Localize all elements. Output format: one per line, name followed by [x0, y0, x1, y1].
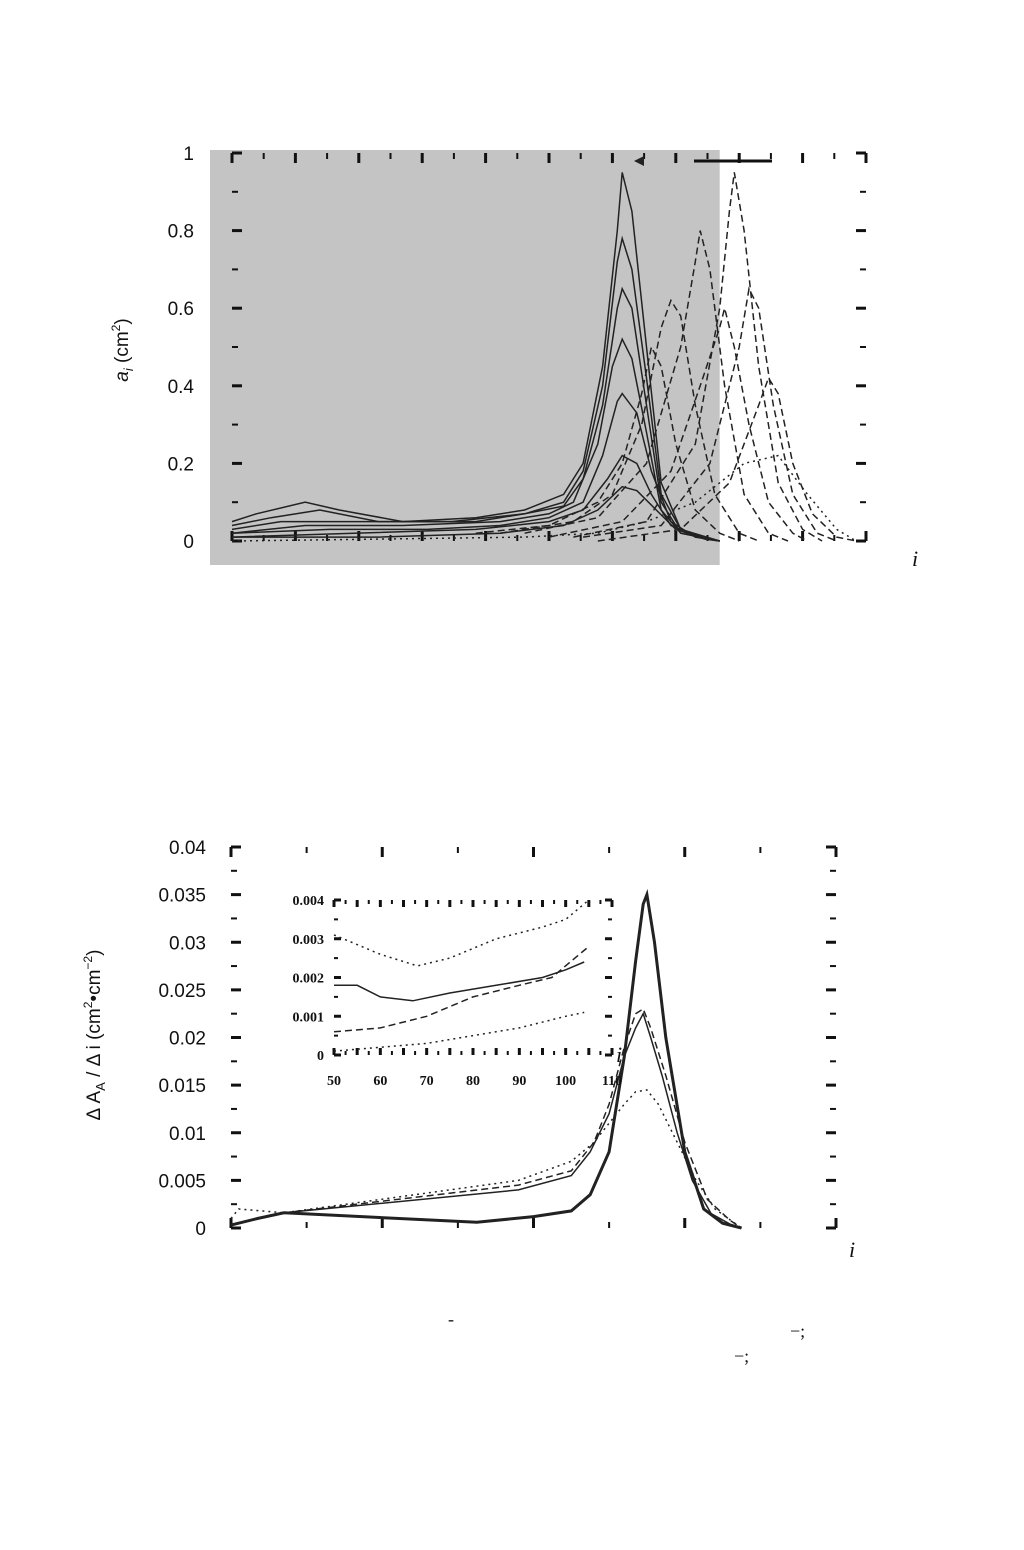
series-line-8	[475, 344, 740, 542]
y-tick-label: 0.03	[169, 933, 206, 954]
inset-x-tick-label: 60	[373, 1074, 387, 1089]
series-line-1	[333, 899, 590, 967]
derivative-chart: 0 0.005 0.01 0.015 0.02 0.025 0.03 0.035 0.04 Δ …	[81, 838, 855, 1262]
y-tick-label: 0.025	[158, 981, 206, 1002]
y-axis-title: ai (cm2)	[109, 318, 136, 381]
inset-x-axis-title: i	[616, 1042, 622, 1067]
series-line-14	[597, 376, 857, 542]
series-line-4	[230, 1089, 742, 1229]
series-line-12	[573, 172, 823, 542]
y-tick-label: 0	[317, 1049, 324, 1064]
stray-mark-1: -	[448, 1309, 454, 1329]
series-line-4	[231, 337, 720, 542]
inset-x-axis: 50 60 70 80 90 100 110	[327, 1074, 622, 1089]
y-tick-label: 0.015	[158, 1076, 206, 1097]
inset-x-tick-label: 100	[555, 1074, 576, 1089]
stray-mark-2: −;	[790, 1321, 805, 1341]
series-line-7	[232, 485, 720, 542]
y-tick-label: 0.004	[293, 894, 325, 909]
y-tick-label: 0.005	[158, 1171, 206, 1192]
y-tick-label: 0.04	[169, 838, 206, 859]
series-line-2	[231, 235, 720, 542]
series-group	[231, 172, 857, 542]
series-line-2	[230, 1011, 742, 1229]
series-line-6	[231, 454, 720, 542]
area-profile-chart: 0 0.2 0.4 0.6 0.8 1 ai (cm2) i	[109, 144, 918, 571]
inset-x-tick-label: 110	[602, 1074, 622, 1089]
y-tick-label: 0.001	[293, 1010, 325, 1025]
y-axis-title: Δ AA / Δ i (cm2•cm−2)	[81, 950, 108, 1121]
y-axis: 0 0.005 0.01 0.015 0.02 0.025 0.03 0.035 0.04	[158, 838, 206, 1240]
inset-y-axis: 0 0.001 0.002 0.003 0.004	[293, 894, 325, 1064]
series-line-15	[231, 454, 857, 542]
series-line-9	[500, 298, 759, 542]
y-tick-label: 0.003	[293, 933, 325, 948]
x-axis-title: i	[912, 546, 918, 571]
series-line-3	[333, 945, 590, 1033]
y-tick-label: 0.02	[169, 1029, 206, 1050]
y-tick-label: 0.002	[293, 972, 325, 987]
inset-chart: 0 0.001 0.002 0.003 0.004 50 60 70 80 90 100 110 i	[293, 894, 623, 1089]
inset-x-tick-label: 70	[420, 1074, 434, 1089]
y-tick-label: 0.6	[168, 299, 194, 320]
y-tick-label: 1	[183, 144, 194, 165]
y-tick-label: 0.4	[168, 377, 195, 398]
series-line-4	[333, 1011, 585, 1052]
series-line-1	[230, 888, 742, 1230]
series-line-1	[231, 172, 720, 542]
arrow-marker	[634, 156, 644, 166]
y-tick-label: 0.035	[158, 886, 206, 907]
y-axis: 0 0.2 0.4 0.6 0.8 1	[168, 144, 195, 553]
series-group	[230, 888, 742, 1230]
series-line-11	[548, 308, 808, 542]
series-line-13	[582, 286, 837, 542]
series-line-3	[230, 1007, 742, 1229]
inset-background	[334, 900, 614, 1060]
series-line-3	[231, 286, 720, 542]
inset-series-group	[333, 899, 590, 1052]
y-tick-label: 0.01	[169, 1124, 206, 1145]
stray-mark-3: −;	[734, 1346, 749, 1366]
inset-x-tick-label: 50	[327, 1074, 341, 1089]
y-tick-label: 0	[195, 1219, 206, 1240]
shaded-region	[210, 150, 720, 565]
inset-frame	[332, 898, 614, 1057]
x-axis-title: i	[849, 1237, 855, 1262]
plot-frame	[229, 845, 838, 1230]
y-tick-label: 0	[183, 532, 194, 553]
series-line-10	[524, 230, 789, 542]
y-tick-label: 0.2	[168, 454, 194, 475]
plot-frame	[230, 151, 868, 543]
y-tick-label: 0.8	[168, 222, 194, 243]
inset-x-tick-label: 90	[512, 1074, 526, 1089]
inset-x-tick-label: 80	[466, 1074, 480, 1089]
